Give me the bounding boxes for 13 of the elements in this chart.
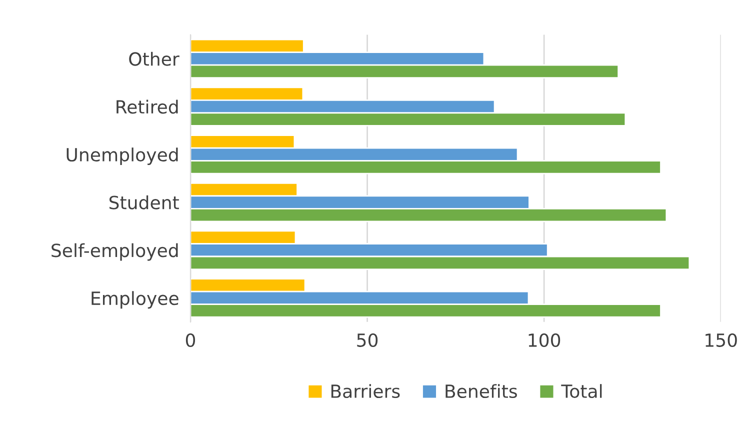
y-tick-label: Retired (116, 100, 178, 114)
x-tick-label: 0 (186, 333, 196, 347)
y-tick-label: Unemployed (66, 148, 178, 166)
x-tick-label: 150 (706, 333, 737, 347)
y-tick-label: Other (129, 52, 180, 66)
x-tick-label: 50 (357, 333, 378, 347)
legend-label: Benefits (446, 384, 517, 398)
x-tick-label: 100 (528, 333, 560, 347)
y-tick-label: Employee (92, 291, 178, 309)
legend-label: Total (561, 384, 602, 398)
y-tick-label: Self-employed (52, 243, 178, 261)
y-tick-label: Student (109, 195, 179, 210)
legend-label: Barriers (331, 384, 400, 398)
